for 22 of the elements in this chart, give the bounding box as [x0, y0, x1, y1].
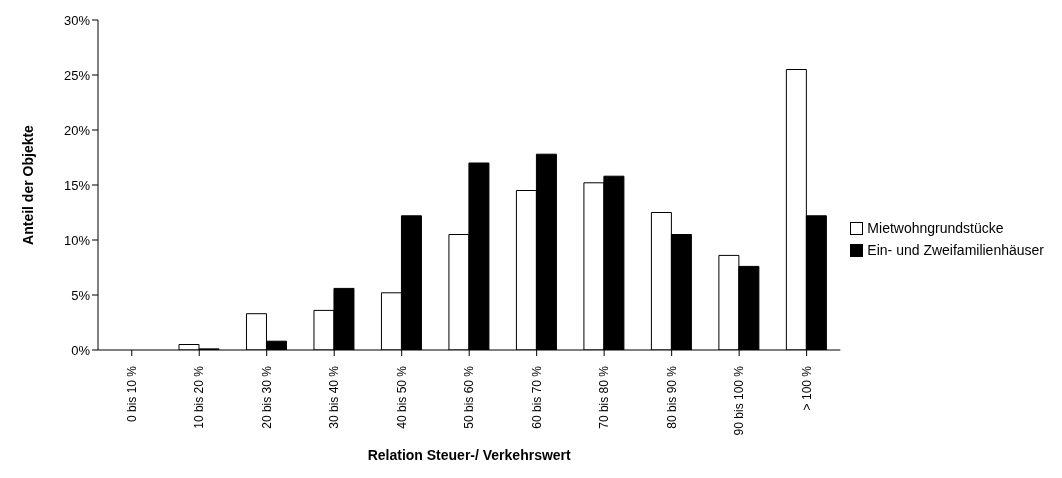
x-tick-label: 50 bis 60 %: [462, 365, 477, 429]
x-tick-label: > 100 %: [799, 365, 814, 411]
y-tick-label: 20%: [63, 122, 91, 138]
x-tick-label: 70 bis 80 %: [597, 365, 612, 429]
x-axis-title: Relation Steuer-/ Verkehrswert: [367, 447, 572, 463]
legend-label: Mietwohngrundstücke: [867, 220, 1004, 236]
y-tick-label: 15%: [63, 177, 91, 193]
x-tick-label: 40 bis 50 %: [394, 365, 409, 429]
x-tick-label: 80 bis 90 %: [664, 365, 679, 429]
x-tick-label: 20 bis 30 %: [259, 365, 274, 429]
y-tick-label: 5%: [71, 287, 91, 303]
y-tick-label: 0%: [71, 342, 91, 358]
y-tick-label: 25%: [63, 67, 91, 83]
x-tick-label: 90 bis 100 %: [732, 365, 747, 436]
x-tick-label: 60 bis 70 %: [529, 365, 544, 429]
x-tick-label: 0 bis 10 %: [124, 365, 139, 423]
x-tick-label: 30 bis 40 %: [327, 365, 342, 429]
y-axis-title: Anteil der Objekte: [19, 124, 36, 245]
x-tick-label: 10 bis 20 %: [192, 365, 207, 429]
y-tick-label: 30%: [63, 12, 91, 28]
y-tick-label: 10%: [63, 232, 91, 248]
legend-label: Ein- und Zweifamilienhäuser: [867, 242, 1044, 258]
